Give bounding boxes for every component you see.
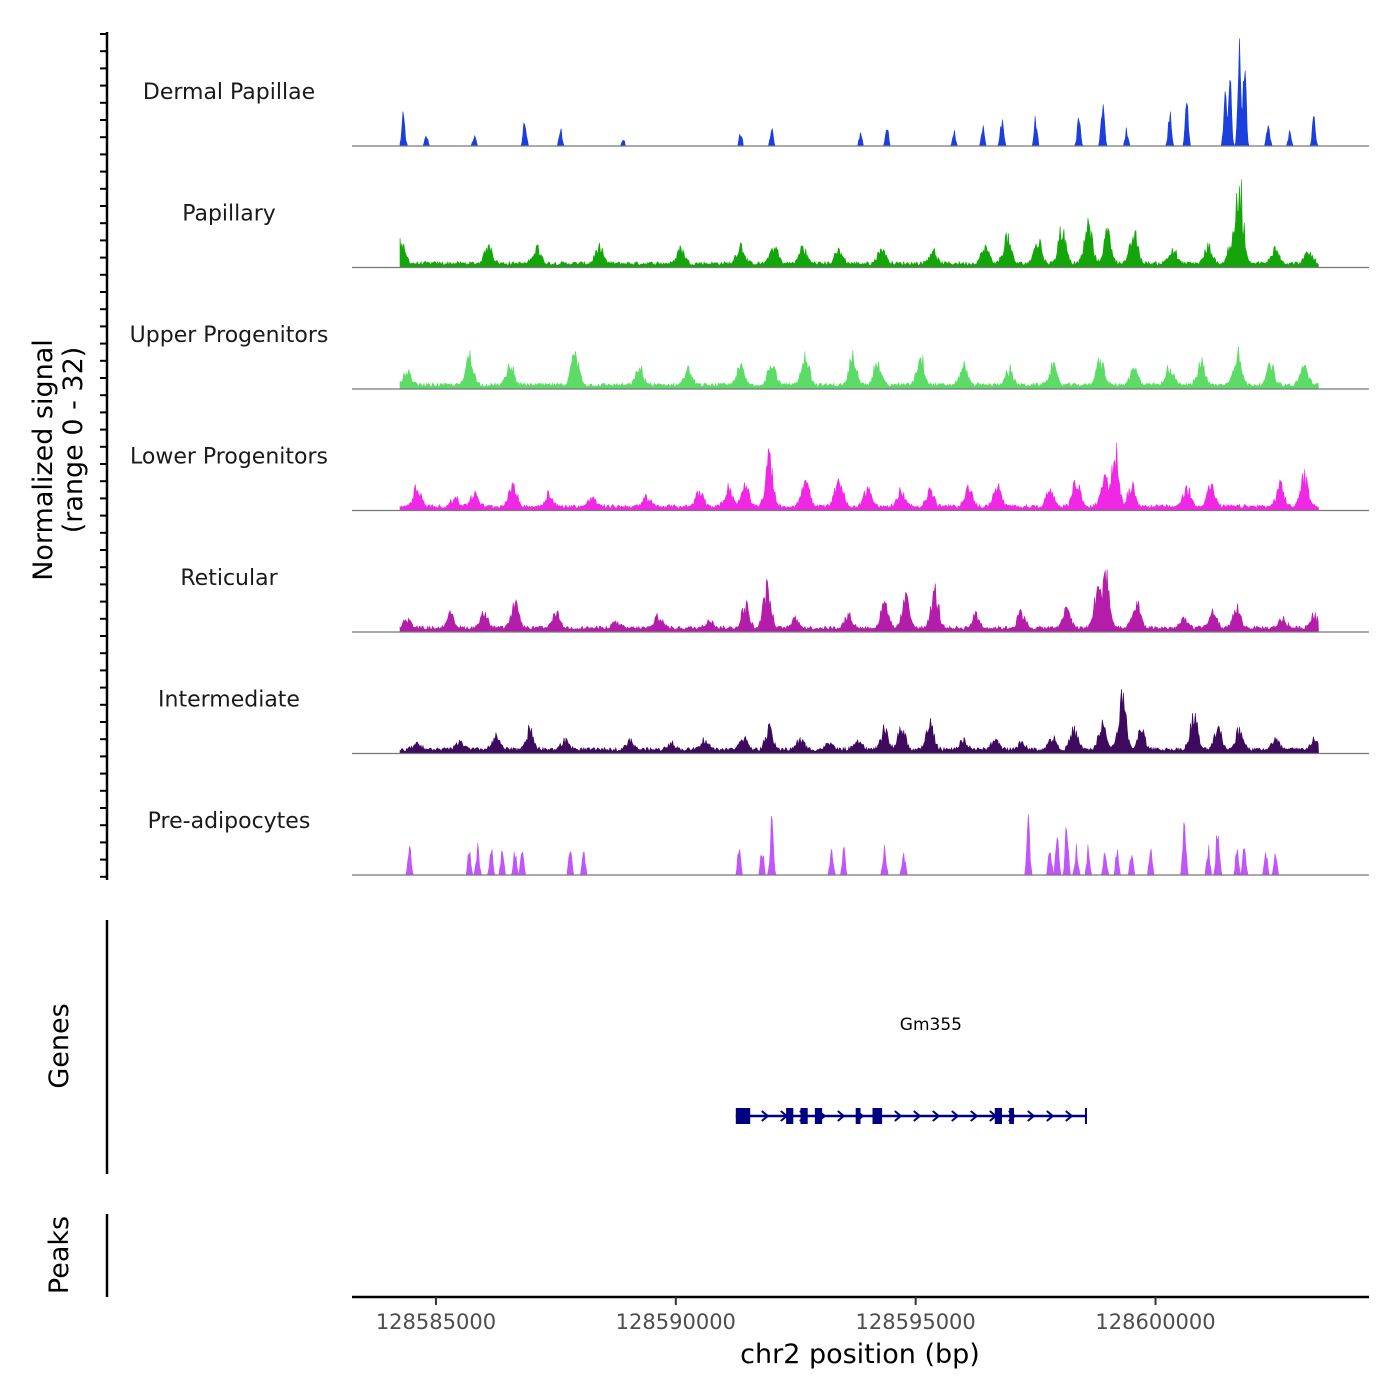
track-label: Lower Progenitors bbox=[130, 445, 328, 470]
track-lower-progenitors: Lower Progenitors bbox=[130, 442, 1369, 512]
exon bbox=[786, 1108, 794, 1124]
track-label: Papillary bbox=[182, 202, 276, 227]
strand-chevron bbox=[894, 1110, 903, 1122]
exon bbox=[994, 1108, 1002, 1124]
exon bbox=[735, 1108, 751, 1124]
strand-chevron bbox=[1065, 1110, 1074, 1122]
track-pre-adipocytes: Pre-adipocytes bbox=[148, 809, 1369, 876]
y-axis-title: Normalized signal bbox=[28, 339, 59, 581]
track-label: Intermediate bbox=[158, 688, 300, 713]
exon bbox=[872, 1108, 883, 1124]
x-tick-label: 128590000 bbox=[616, 1310, 736, 1334]
signal-area bbox=[399, 689, 1319, 754]
y-axis-subtitle: (range 0 - 32) bbox=[58, 347, 89, 534]
gene-model: Gm355 bbox=[735, 1015, 1087, 1124]
signal-area bbox=[399, 442, 1319, 511]
exon bbox=[1009, 1108, 1014, 1124]
x-axis-ticks: 128585000 128590000 128595000 128600000 bbox=[376, 1297, 1216, 1334]
track-upper-progenitors: Upper Progenitors bbox=[130, 323, 1369, 390]
track-reticular: Reticular bbox=[180, 566, 1369, 633]
x-tick-label: 128595000 bbox=[856, 1310, 976, 1334]
signal-area bbox=[399, 568, 1319, 633]
genes-track: Gm355 bbox=[735, 1015, 1087, 1124]
genes-track-label: Genes bbox=[44, 1003, 75, 1088]
signal-area bbox=[399, 179, 1319, 268]
track-dermal-papillae: Dermal Papillae bbox=[143, 38, 1369, 147]
strand-chevron bbox=[1046, 1110, 1055, 1122]
peaks-track-label: Peaks bbox=[44, 1216, 75, 1294]
strand-chevron bbox=[761, 1110, 770, 1122]
track-papillary: Papillary bbox=[182, 179, 1369, 269]
exon bbox=[855, 1108, 861, 1124]
x-tick-label: 128600000 bbox=[1095, 1310, 1215, 1334]
signal-area bbox=[400, 814, 1319, 876]
track-intermediate: Intermediate bbox=[158, 688, 1369, 755]
strand-chevron bbox=[837, 1110, 846, 1122]
signal-tracks: Dermal Papillae Papillary Upper Progenitor… bbox=[130, 38, 1369, 876]
signal-area bbox=[399, 346, 1319, 390]
strand-chevron bbox=[932, 1110, 941, 1122]
strand-chevron bbox=[913, 1110, 922, 1122]
gene-name: Gm355 bbox=[900, 1015, 962, 1035]
strand-chevron bbox=[951, 1110, 960, 1122]
signal-y-axis-ticks bbox=[100, 33, 107, 878]
track-label: Pre-adipocytes bbox=[148, 809, 311, 834]
strand-chevron bbox=[1027, 1110, 1036, 1122]
track-label: Upper Progenitors bbox=[130, 323, 329, 348]
strand-chevron bbox=[970, 1110, 979, 1122]
track-label: Dermal Papillae bbox=[143, 80, 315, 105]
signal-area bbox=[399, 38, 1319, 147]
exon bbox=[814, 1108, 823, 1124]
x-axis-title: chr2 position (bp) bbox=[740, 1339, 980, 1370]
track-label: Reticular bbox=[180, 566, 278, 591]
exon bbox=[800, 1108, 808, 1124]
x-tick-label: 128585000 bbox=[376, 1310, 496, 1334]
